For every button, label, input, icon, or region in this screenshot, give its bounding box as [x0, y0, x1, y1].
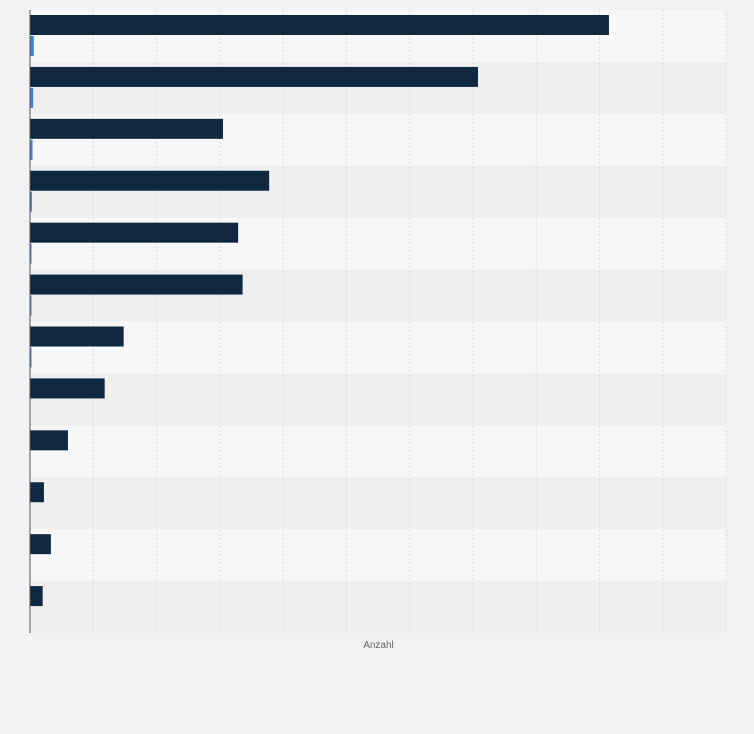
bar-series-1 [30, 586, 43, 607]
bar-series-1 [30, 430, 68, 451]
bar-series-1 [30, 15, 609, 35]
category-band [30, 477, 726, 530]
category-band [30, 373, 726, 426]
bar-series-1 [30, 534, 51, 555]
bar-series-2 [30, 87, 34, 108]
category-band [30, 529, 726, 582]
bars [30, 15, 609, 607]
bar-series-2 [30, 191, 32, 212]
bar-series-1 [30, 222, 239, 243]
bar-series-1 [30, 118, 223, 139]
bar-series-1 [30, 326, 124, 347]
category-band [30, 321, 726, 374]
bar-series-1 [30, 274, 243, 295]
bar-series-2 [30, 139, 33, 160]
x-axis-label: Anzahl [363, 640, 394, 651]
bar-series-1 [30, 482, 44, 503]
bar-series-2 [30, 36, 34, 56]
bar-series-2 [30, 347, 32, 368]
bar-series-1 [30, 66, 478, 87]
category-band [30, 581, 726, 633]
bar-series-2 [30, 295, 32, 316]
category-band [30, 425, 726, 478]
bar-series-1 [30, 378, 105, 399]
bar-series-2 [30, 243, 32, 264]
bar-series-1 [30, 170, 270, 191]
category-bands [30, 10, 726, 633]
